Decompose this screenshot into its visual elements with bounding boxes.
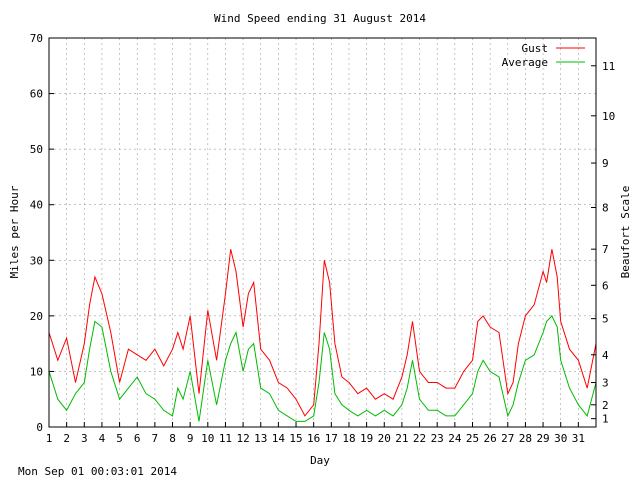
x-tick-label: 26 (484, 432, 497, 445)
x-tick-label: 12 (236, 432, 249, 445)
beaufort-tick-label: 11 (602, 60, 615, 73)
beaufort-tick-label: 1 (602, 413, 609, 426)
y-tick-label: 20 (30, 310, 43, 323)
x-tick-label: 4 (99, 432, 106, 445)
series-line-gust (48, 249, 597, 417)
y-tick-label: 0 (36, 421, 43, 434)
beaufort-tick-label: 4 (602, 349, 609, 362)
y-tick-label: 70 (30, 32, 43, 45)
beaufort-tick-label: 5 (602, 313, 609, 326)
legend-average-label: Average (502, 56, 548, 69)
beaufort-tick-label: 10 (602, 110, 615, 123)
y2-axis-label: Beaufort Scale (619, 186, 632, 279)
y-tick-label: 30 (30, 254, 43, 267)
grid (49, 38, 596, 427)
series-line-average (48, 315, 597, 422)
x-tick-label: 5 (116, 432, 123, 445)
x-tick-label: 14 (272, 432, 286, 445)
x-tick-label: 15 (289, 432, 302, 445)
x-tick-label: 1 (46, 432, 53, 445)
beaufort-tick-label: 7 (602, 243, 609, 256)
y-tick-label: 60 (30, 88, 43, 101)
beaufort-tick-label: 9 (602, 157, 609, 170)
x-tick-label: 10 (201, 432, 214, 445)
x-tick-label: 3 (81, 432, 88, 445)
x-tick-label: 18 (342, 432, 355, 445)
x-tick-label: 17 (325, 432, 338, 445)
x-tick-label: 13 (254, 432, 267, 445)
x-tick-label: 25 (466, 432, 479, 445)
beaufort-tick-label: 2 (602, 399, 609, 412)
x-tick-label: 6 (134, 432, 141, 445)
x-tick-label: 19 (360, 432, 373, 445)
x-tick-label: 9 (187, 432, 194, 445)
x-tick-label: 20 (378, 432, 391, 445)
x-tick-label: 2 (63, 432, 70, 445)
beaufort-tick-label: 6 (602, 279, 609, 292)
beaufort-tick-label: 8 (602, 201, 609, 214)
x-tick-label: 8 (169, 432, 176, 445)
series-layer (48, 249, 597, 422)
footer-timestamp: Mon Sep 01 00:03:01 2014 (18, 465, 177, 478)
x-tick-label: 30 (554, 432, 567, 445)
chart-title: Wind Speed ending 31 August 2014 (214, 12, 426, 25)
legend: Gust Average (502, 42, 585, 69)
x-tick-label: 11 (219, 432, 232, 445)
beaufort-tick-label: 3 (602, 377, 609, 390)
x-tick-label: 28 (519, 432, 532, 445)
x-tick-label: 16 (307, 432, 320, 445)
x-tick-label: 23 (431, 432, 444, 445)
y-tick-label: 10 (30, 365, 43, 378)
x-tick-label: 29 (536, 432, 549, 445)
x-tick-label: 22 (413, 432, 426, 445)
plot-frame (48, 37, 597, 428)
x-tick-label: 31 (572, 432, 585, 445)
y-axis-label: Miles per Hour (8, 185, 21, 278)
legend-gust-label: Gust (522, 42, 549, 55)
x-tick-label: 24 (448, 432, 462, 445)
x-axis-label: Day (310, 454, 330, 467)
axes: 1 2 3 4 5 6 7 8 9 10 11 12 13 14 15 16 17 18 19 20 21 22 23 24 2… (30, 32, 616, 445)
x-tick-label: 27 (501, 432, 514, 445)
x-tick-label: 7 (152, 432, 159, 445)
y-tick-label: 50 (30, 143, 43, 156)
y-tick-label: 40 (30, 199, 43, 212)
x-tick-label: 21 (395, 432, 408, 445)
